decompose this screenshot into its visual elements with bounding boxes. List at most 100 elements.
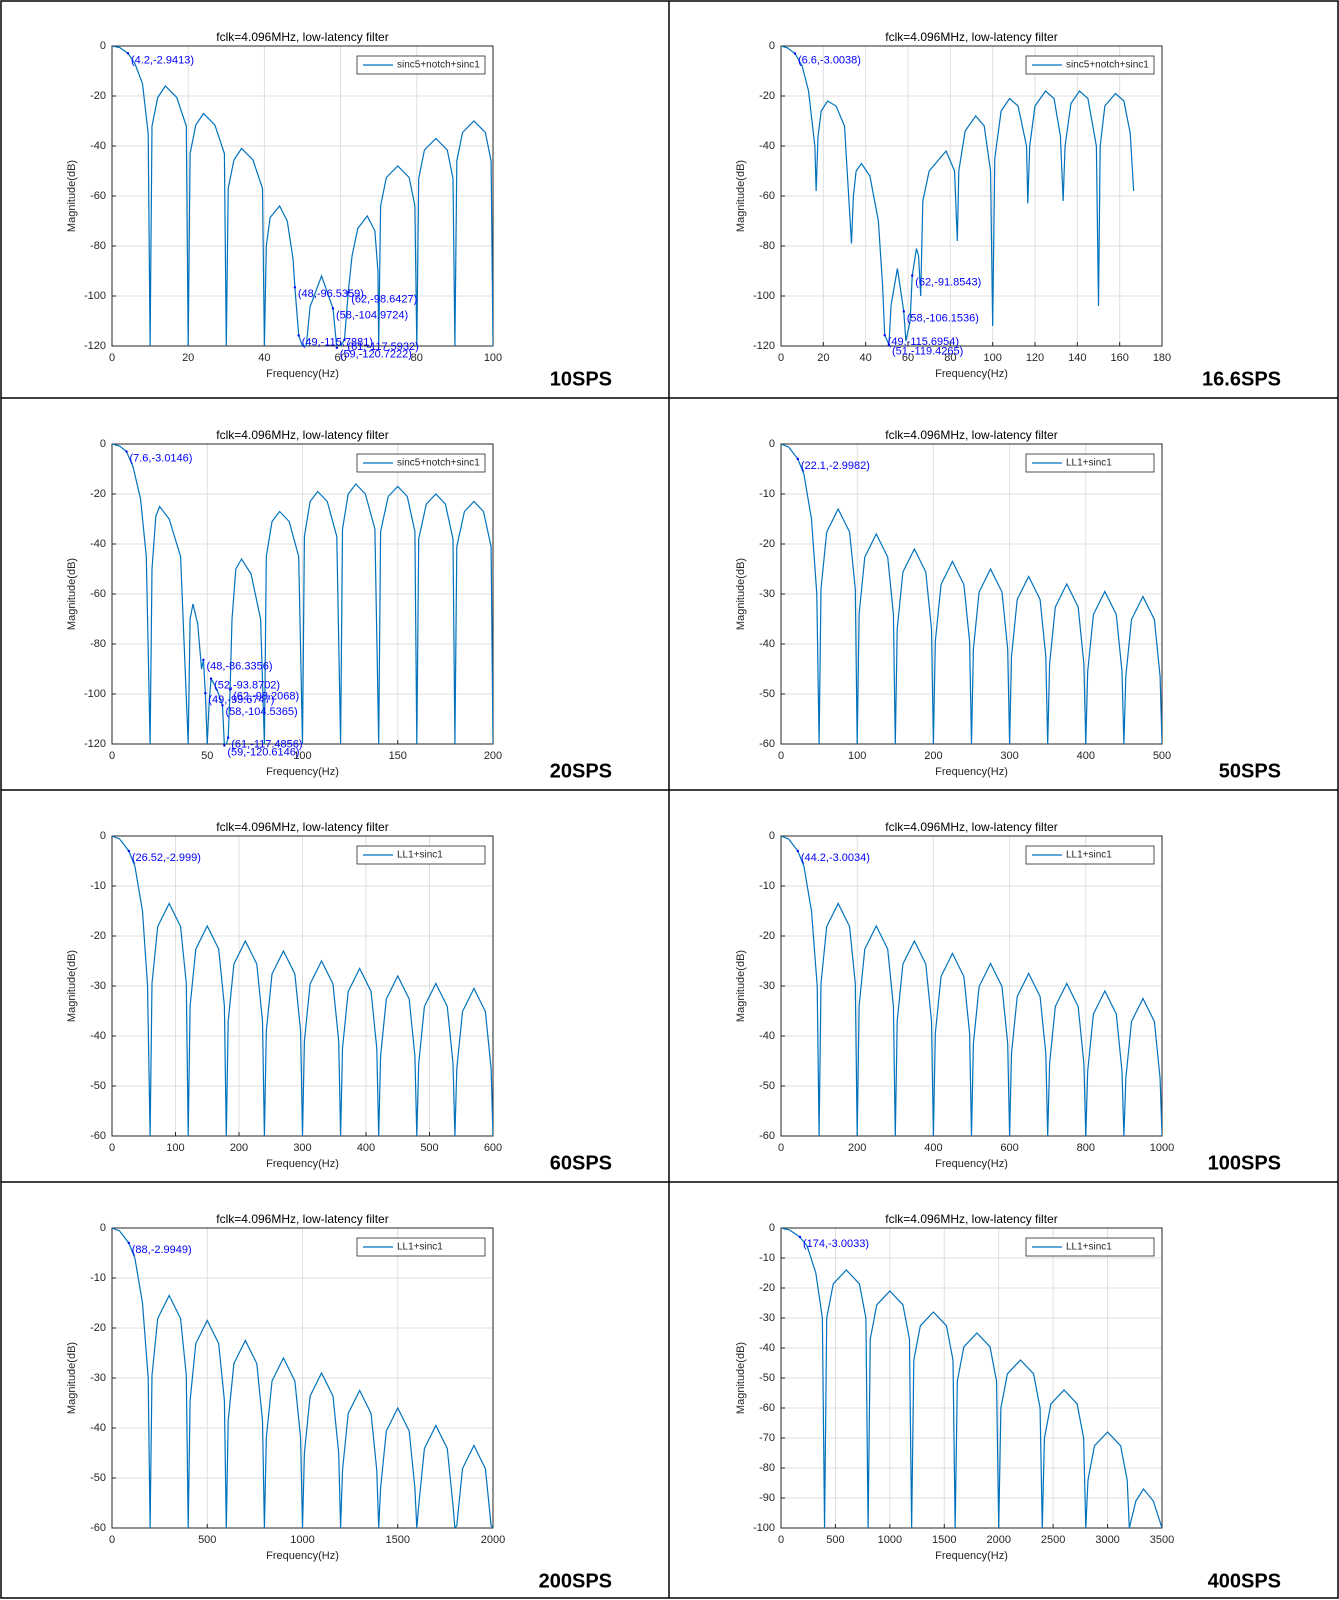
response-line [112,836,493,1136]
datatip-point [126,52,130,55]
y-tick-label: -20 [90,930,106,942]
response-line [781,46,1135,345]
plot-frame [780,1227,1163,1529]
y-tick-label: 0 [100,830,106,842]
x-tick-label: 50 [201,750,213,762]
y-tick-label: -80 [90,240,106,252]
datatip-label: (49,-115.6954) [888,336,959,348]
x-axis-label: Frequency(Hz) [935,1550,1008,1562]
y-tick-label: -30 [90,1372,106,1384]
datatip-label: (62,-98.2068) [233,690,299,702]
x-tick-label: 600 [484,1142,502,1154]
response-line [781,1228,1162,1528]
y-tick-label: 0 [769,438,775,450]
chart-title: fclk=4.096MHz, low-latency filter [885,30,1057,44]
datatip-point [227,736,230,739]
x-tick-label: 500 [198,1534,216,1546]
datatip-point [798,1235,802,1239]
x-tick-label: 20 [182,352,194,364]
y-tick-label: -40 [90,1422,106,1434]
y-tick-label: -40 [759,1030,775,1042]
legend-label: LL1+sinc1 [1066,458,1112,469]
legend-label: LL1+sinc1 [397,850,443,861]
legend-label: sinc5+notch+sinc1 [397,60,480,71]
y-tick-label: -50 [90,1080,106,1092]
response-line [112,444,493,744]
x-tick-label: 100 [848,750,866,762]
datatip-point [793,52,797,55]
y-tick-label: -60 [90,588,106,600]
chart-title: fclk=4.096MHz, low-latency filter [216,1212,388,1226]
rate-caption: 16.6SPS [1202,368,1281,390]
datatip-label: (58,-104.9724) [336,309,408,321]
rate-caption: 200SPS [539,1570,612,1592]
y-tick-label: -120 [84,738,106,750]
x-tick-label: 0 [778,352,784,364]
legend-box [1025,453,1155,473]
x-tick-label: 140 [1068,352,1086,364]
x-axis-label: Frequency(Hz) [935,368,1008,380]
legend-box [356,453,486,473]
y-tick-label: -20 [759,930,775,942]
y-axis-label: Magnitude(dB) [66,1342,78,1414]
x-tick-label: 200 [484,750,502,762]
datatip-label: (7.6,-3.0146) [129,452,192,464]
chart-title: fclk=4.096MHz, low-latency filter [885,428,1057,442]
y-tick-label: 0 [100,40,106,52]
datatip-point [228,688,232,691]
y-tick-label: 0 [100,1222,106,1234]
datatip-point [297,334,300,337]
datatip-point [202,658,205,662]
y-tick-label: -60 [90,1130,106,1142]
y-tick-label: -50 [759,1080,775,1092]
y-tick-label: -20 [759,538,775,550]
datatip-point [204,691,207,695]
y-tick-label: 0 [769,40,775,52]
y-tick-label: -30 [759,1312,775,1324]
datatip-label: (62,-91.8543) [915,277,981,289]
y-tick-label: -50 [759,688,775,700]
y-tick-label: -80 [759,240,775,252]
x-axis-label: Frequency(Hz) [935,766,1008,778]
datatip-point [902,310,905,313]
y-tick-label: -60 [759,1130,775,1142]
x-tick-label: 100 [166,1142,184,1154]
datatip-point [796,849,800,853]
rate-caption: 10SPS [550,368,612,390]
datatip-label: (62,-98.6427) [351,294,417,306]
x-axis-label: Frequency(Hz) [266,368,339,380]
legend-box [1025,55,1155,75]
x-tick-label: 0 [109,352,115,364]
x-tick-label: 150 [389,750,407,762]
x-tick-label: 0 [109,1534,115,1546]
datatip-point [911,274,914,277]
x-tick-label: 600 [1000,1142,1018,1154]
y-tick-label: -100 [84,290,106,302]
y-tick-label: -20 [759,90,775,102]
x-tick-label: 200 [230,1142,248,1154]
datatip-label: (61,-117.5932) [347,341,418,353]
y-tick-label: -40 [90,1030,106,1042]
legend-box [1025,1237,1155,1257]
x-tick-label: 100 [293,750,311,762]
x-tick-label: 100 [983,352,1001,364]
datatip-label: (6.6,-3.0038) [798,54,861,66]
chart-title: fclk=4.096MHz, low-latency filter [216,428,388,442]
response-line [112,46,493,346]
x-tick-label: 0 [778,1142,784,1154]
datatip-label: (51,-119.4265) [892,345,963,357]
y-tick-label: -60 [759,190,775,202]
y-tick-label: -10 [759,880,775,892]
y-tick-label: -30 [90,980,106,992]
y-tick-label: -100 [84,688,106,700]
legend-label: LL1+sinc1 [1066,850,1112,861]
y-tick-label: 0 [769,1222,775,1234]
datatip-label: (88,-2.9949) [132,1244,192,1256]
x-tick-label: 400 [924,1142,942,1154]
y-tick-label: -60 [90,190,106,202]
x-axis-label: Frequency(Hz) [266,766,339,778]
x-tick-label: 400 [357,1142,375,1154]
x-tick-label: 0 [109,750,115,762]
datatip-point [335,346,338,350]
y-axis-label: Magnitude(dB) [735,1342,747,1414]
